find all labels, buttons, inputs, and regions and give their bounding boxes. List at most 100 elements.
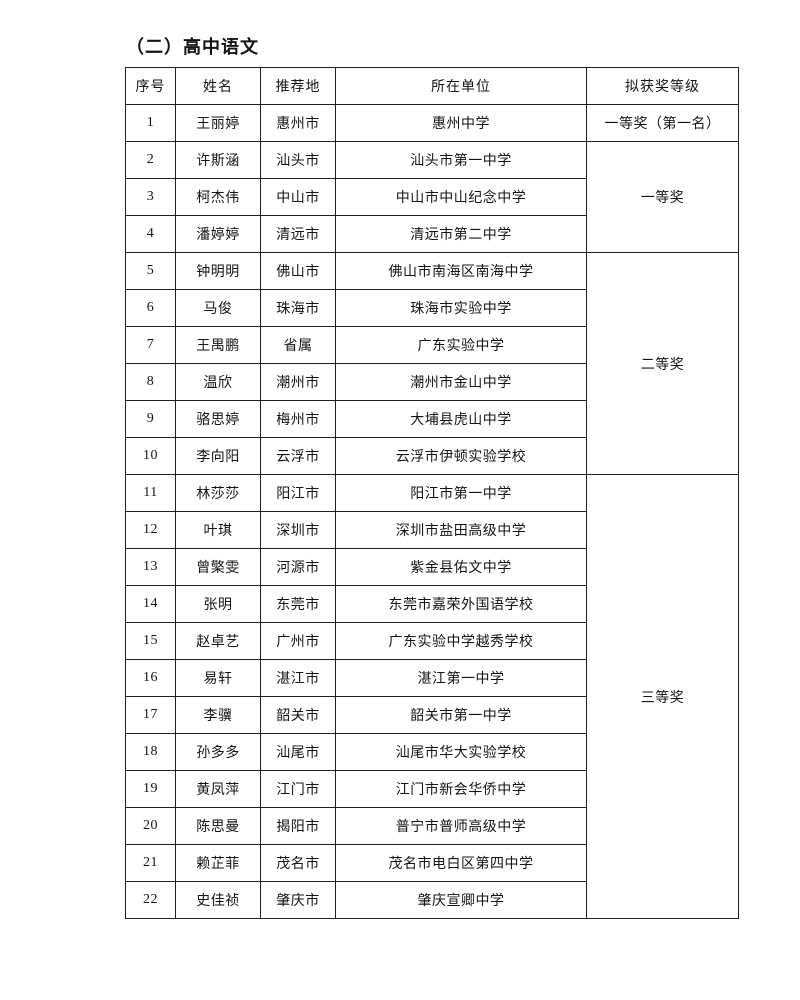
section-title: （二）高中语文 bbox=[126, 37, 259, 57]
cell-serial: 2 bbox=[125, 141, 176, 179]
table-row: 4 潘婷婷 清远市 清远市第二中学 bbox=[125, 215, 739, 253]
header-recommending-place: 推荐地 bbox=[260, 67, 336, 105]
header-row: 序号 姓名 推荐地 所在单位 拟获奖等级 bbox=[125, 67, 739, 105]
cell-school-name: 汕尾市华大实验学校 bbox=[335, 733, 587, 771]
cell-recommending-city: 揭阳市 bbox=[260, 807, 336, 845]
cell-school-name: 韶关市第一中学 bbox=[335, 696, 587, 734]
cell-recommending-city: 汕尾市 bbox=[260, 733, 336, 771]
cell-school-name: 云浮市伊顿实验学校 bbox=[335, 437, 587, 475]
cell-recommending-city: 云浮市 bbox=[260, 437, 336, 475]
cell-recommending-city: 茂名市 bbox=[260, 844, 336, 882]
header-serial: 序号 bbox=[125, 67, 176, 105]
cell-teacher-name: 孙多多 bbox=[175, 733, 261, 771]
cell-recommending-city: 韶关市 bbox=[260, 696, 336, 734]
cell-serial: 6 bbox=[125, 289, 176, 327]
cell-school-name: 惠州中学 bbox=[335, 104, 587, 142]
cell-school-name: 大埔县虎山中学 bbox=[335, 400, 587, 438]
cell-serial: 22 bbox=[125, 881, 176, 919]
table-row: 10 李向阳 云浮市 云浮市伊顿实验学校 bbox=[125, 437, 739, 475]
cell-serial: 13 bbox=[125, 548, 176, 586]
cell-school-name: 湛江第一中学 bbox=[335, 659, 587, 697]
cell-school-name: 珠海市实验中学 bbox=[335, 289, 587, 327]
cell-award-level: 一等奖（第一名） bbox=[586, 104, 739, 142]
cell-serial: 8 bbox=[125, 363, 176, 401]
cell-school-name: 中山市中山纪念中学 bbox=[335, 178, 587, 216]
cell-serial: 15 bbox=[125, 622, 176, 660]
cell-recommending-city: 东莞市 bbox=[260, 585, 336, 623]
cell-teacher-name: 潘婷婷 bbox=[175, 215, 261, 253]
award-table: 序号 姓名 推荐地 所在单位 拟获奖等级 1 王丽婷 惠州市 惠州中学 一等奖（第一名）… bbox=[125, 67, 739, 919]
cell-serial: 21 bbox=[125, 844, 176, 882]
cell-serial: 9 bbox=[125, 400, 176, 438]
table-row: 8 温欣 潮州市 潮州市金山中学 bbox=[125, 363, 739, 401]
cell-teacher-name: 赵卓艺 bbox=[175, 622, 261, 660]
cell-school-name: 东莞市嘉荣外国语学校 bbox=[335, 585, 587, 623]
table-row: 7 王禺鹏 省属 广东实验中学 bbox=[125, 326, 739, 364]
header-award-level: 拟获奖等级 bbox=[586, 67, 739, 105]
cell-recommending-city: 省属 bbox=[260, 326, 336, 364]
table-row: 16 易轩 湛江市 湛江第一中学 bbox=[125, 659, 739, 697]
cell-recommending-city: 广州市 bbox=[260, 622, 336, 660]
cell-serial: 17 bbox=[125, 696, 176, 734]
cell-recommending-city: 肇庆市 bbox=[260, 881, 336, 919]
table-row: 5 钟明明 佛山市 佛山市南海区南海中学 二等奖 bbox=[125, 252, 739, 475]
cell-serial: 3 bbox=[125, 178, 176, 216]
cell-serial: 7 bbox=[125, 326, 176, 364]
cell-recommending-city: 中山市 bbox=[260, 178, 336, 216]
cell-school-name: 江门市新会华侨中学 bbox=[335, 770, 587, 808]
cell-recommending-city: 清远市 bbox=[260, 215, 336, 253]
table-row: 20 陈思曼 揭阳市 普宁市普师高级中学 bbox=[125, 807, 739, 845]
cell-award-level: 二等奖 bbox=[586, 252, 739, 475]
cell-serial: 14 bbox=[125, 585, 176, 623]
table-row: 22 史佳祯 肇庆市 肇庆宣卿中学 bbox=[125, 881, 739, 919]
cell-serial: 20 bbox=[125, 807, 176, 845]
cell-teacher-name: 王丽婷 bbox=[175, 104, 261, 142]
cell-serial: 4 bbox=[125, 215, 176, 253]
cell-teacher-name: 王禺鹏 bbox=[175, 326, 261, 364]
cell-serial: 5 bbox=[125, 252, 176, 290]
cell-teacher-name: 温欣 bbox=[175, 363, 261, 401]
cell-recommending-city: 佛山市 bbox=[260, 252, 336, 290]
table-row: 15 赵卓艺 广州市 广东实验中学越秀学校 bbox=[125, 622, 739, 660]
cell-teacher-name: 曾檠雯 bbox=[175, 548, 261, 586]
cell-school-name: 紫金县佑文中学 bbox=[335, 548, 587, 586]
cell-teacher-name: 林莎莎 bbox=[175, 474, 261, 512]
cell-school-name: 汕头市第一中学 bbox=[335, 141, 587, 179]
cell-school-name: 潮州市金山中学 bbox=[335, 363, 587, 401]
header-name: 姓名 bbox=[175, 67, 261, 105]
table-row: 6 马俊 珠海市 珠海市实验中学 bbox=[125, 289, 739, 327]
cell-school-name: 广东实验中学 bbox=[335, 326, 587, 364]
cell-serial: 10 bbox=[125, 437, 176, 475]
cell-award-level: 一等奖 bbox=[586, 141, 739, 253]
cell-serial: 18 bbox=[125, 733, 176, 771]
cell-recommending-city: 河源市 bbox=[260, 548, 336, 586]
cell-award-level: 三等奖 bbox=[586, 474, 739, 919]
cell-serial: 1 bbox=[125, 104, 176, 142]
cell-school-name: 广东实验中学越秀学校 bbox=[335, 622, 587, 660]
cell-recommending-city: 汕头市 bbox=[260, 141, 336, 179]
table-row: 2 许斯涵 汕头市 汕头市第一中学 一等奖 bbox=[125, 141, 739, 253]
cell-recommending-city: 江门市 bbox=[260, 770, 336, 808]
cell-teacher-name: 钟明明 bbox=[175, 252, 261, 290]
cell-teacher-name: 赖芷菲 bbox=[175, 844, 261, 882]
cell-teacher-name: 马俊 bbox=[175, 289, 261, 327]
cell-recommending-city: 潮州市 bbox=[260, 363, 336, 401]
cell-recommending-city: 深圳市 bbox=[260, 511, 336, 549]
cell-serial: 11 bbox=[125, 474, 176, 512]
cell-teacher-name: 黄凤萍 bbox=[175, 770, 261, 808]
cell-recommending-city: 惠州市 bbox=[260, 104, 336, 142]
cell-school-name: 清远市第二中学 bbox=[335, 215, 587, 253]
cell-recommending-city: 湛江市 bbox=[260, 659, 336, 697]
cell-teacher-name: 史佳祯 bbox=[175, 881, 261, 919]
table-row: 13 曾檠雯 河源市 紫金县佑文中学 bbox=[125, 548, 739, 586]
cell-school-name: 普宁市普师高级中学 bbox=[335, 807, 587, 845]
table-row: 1 王丽婷 惠州市 惠州中学 一等奖（第一名） bbox=[125, 104, 739, 142]
table-row: 19 黄凤萍 江门市 江门市新会华侨中学 bbox=[125, 770, 739, 808]
cell-teacher-name: 许斯涵 bbox=[175, 141, 261, 179]
cell-serial: 12 bbox=[125, 511, 176, 549]
table-row: 12 叶琪 深圳市 深圳市盐田高级中学 bbox=[125, 511, 739, 549]
table-row: 21 赖芷菲 茂名市 茂名市电白区第四中学 bbox=[125, 844, 739, 882]
cell-serial: 19 bbox=[125, 770, 176, 808]
cell-teacher-name: 骆思婷 bbox=[175, 400, 261, 438]
cell-teacher-name: 李骥 bbox=[175, 696, 261, 734]
